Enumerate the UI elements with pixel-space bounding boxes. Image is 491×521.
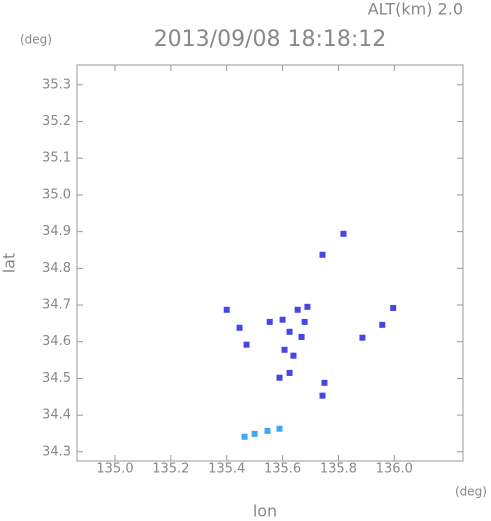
echo-point [390, 304, 397, 311]
echo-point [304, 303, 311, 310]
y-tick-label: 35.3 [42, 77, 71, 92]
echo-point [294, 306, 301, 313]
y-tick-label: 34.6 [42, 334, 71, 349]
x-unit: (deg) [455, 485, 487, 499]
y-unit: (deg) [20, 33, 52, 47]
y-tick-label: 34.4 [42, 408, 71, 423]
x-tick-label: 135.8 [320, 462, 357, 477]
echo-point [266, 318, 273, 325]
echo-point [319, 392, 326, 399]
y-tick-label: 34.9 [42, 224, 71, 239]
chart-title: 2013/09/08 18:18:12 [154, 27, 387, 52]
y-axis-label: lat [0, 253, 19, 274]
x-tick-label: 135.4 [208, 462, 245, 477]
x-axis-label: lon [253, 502, 277, 521]
echo-point [319, 251, 326, 258]
y-tick-label: 34.7 [42, 298, 71, 313]
x-tick-label: 136.0 [376, 462, 413, 477]
echo-point [251, 430, 258, 437]
echo-point [276, 374, 283, 381]
echo-point [236, 324, 243, 331]
echo-point [281, 346, 288, 353]
x-tick-label: 135.6 [264, 462, 301, 477]
echo-point [301, 318, 308, 325]
echo-point [223, 306, 230, 313]
echo-point [290, 352, 297, 359]
y-tick-label: 34.8 [42, 261, 71, 276]
echo-point [379, 321, 386, 328]
altitude-label: ALT(km) 2.0 [368, 0, 463, 19]
echo-point [276, 425, 283, 432]
echo-point [286, 328, 293, 335]
echo-point [359, 334, 366, 341]
y-tick-label: 34.5 [42, 371, 71, 386]
echo-point [264, 427, 271, 434]
y-tick-label: 34.3 [42, 444, 71, 459]
echo-point [298, 333, 305, 340]
y-tick-label: 35.0 [42, 187, 71, 202]
echo-point [286, 369, 293, 376]
y-tick-label: 35.1 [42, 151, 71, 166]
x-tick-label: 135.2 [152, 462, 189, 477]
echo-point [243, 341, 250, 348]
plot-frame [76, 64, 464, 462]
x-tick-label: 135.0 [96, 462, 133, 477]
echo-point [321, 379, 328, 386]
echo-point [279, 316, 286, 323]
y-tick-label: 35.2 [42, 114, 71, 129]
echo-point [241, 433, 248, 440]
echo-point [340, 230, 347, 237]
